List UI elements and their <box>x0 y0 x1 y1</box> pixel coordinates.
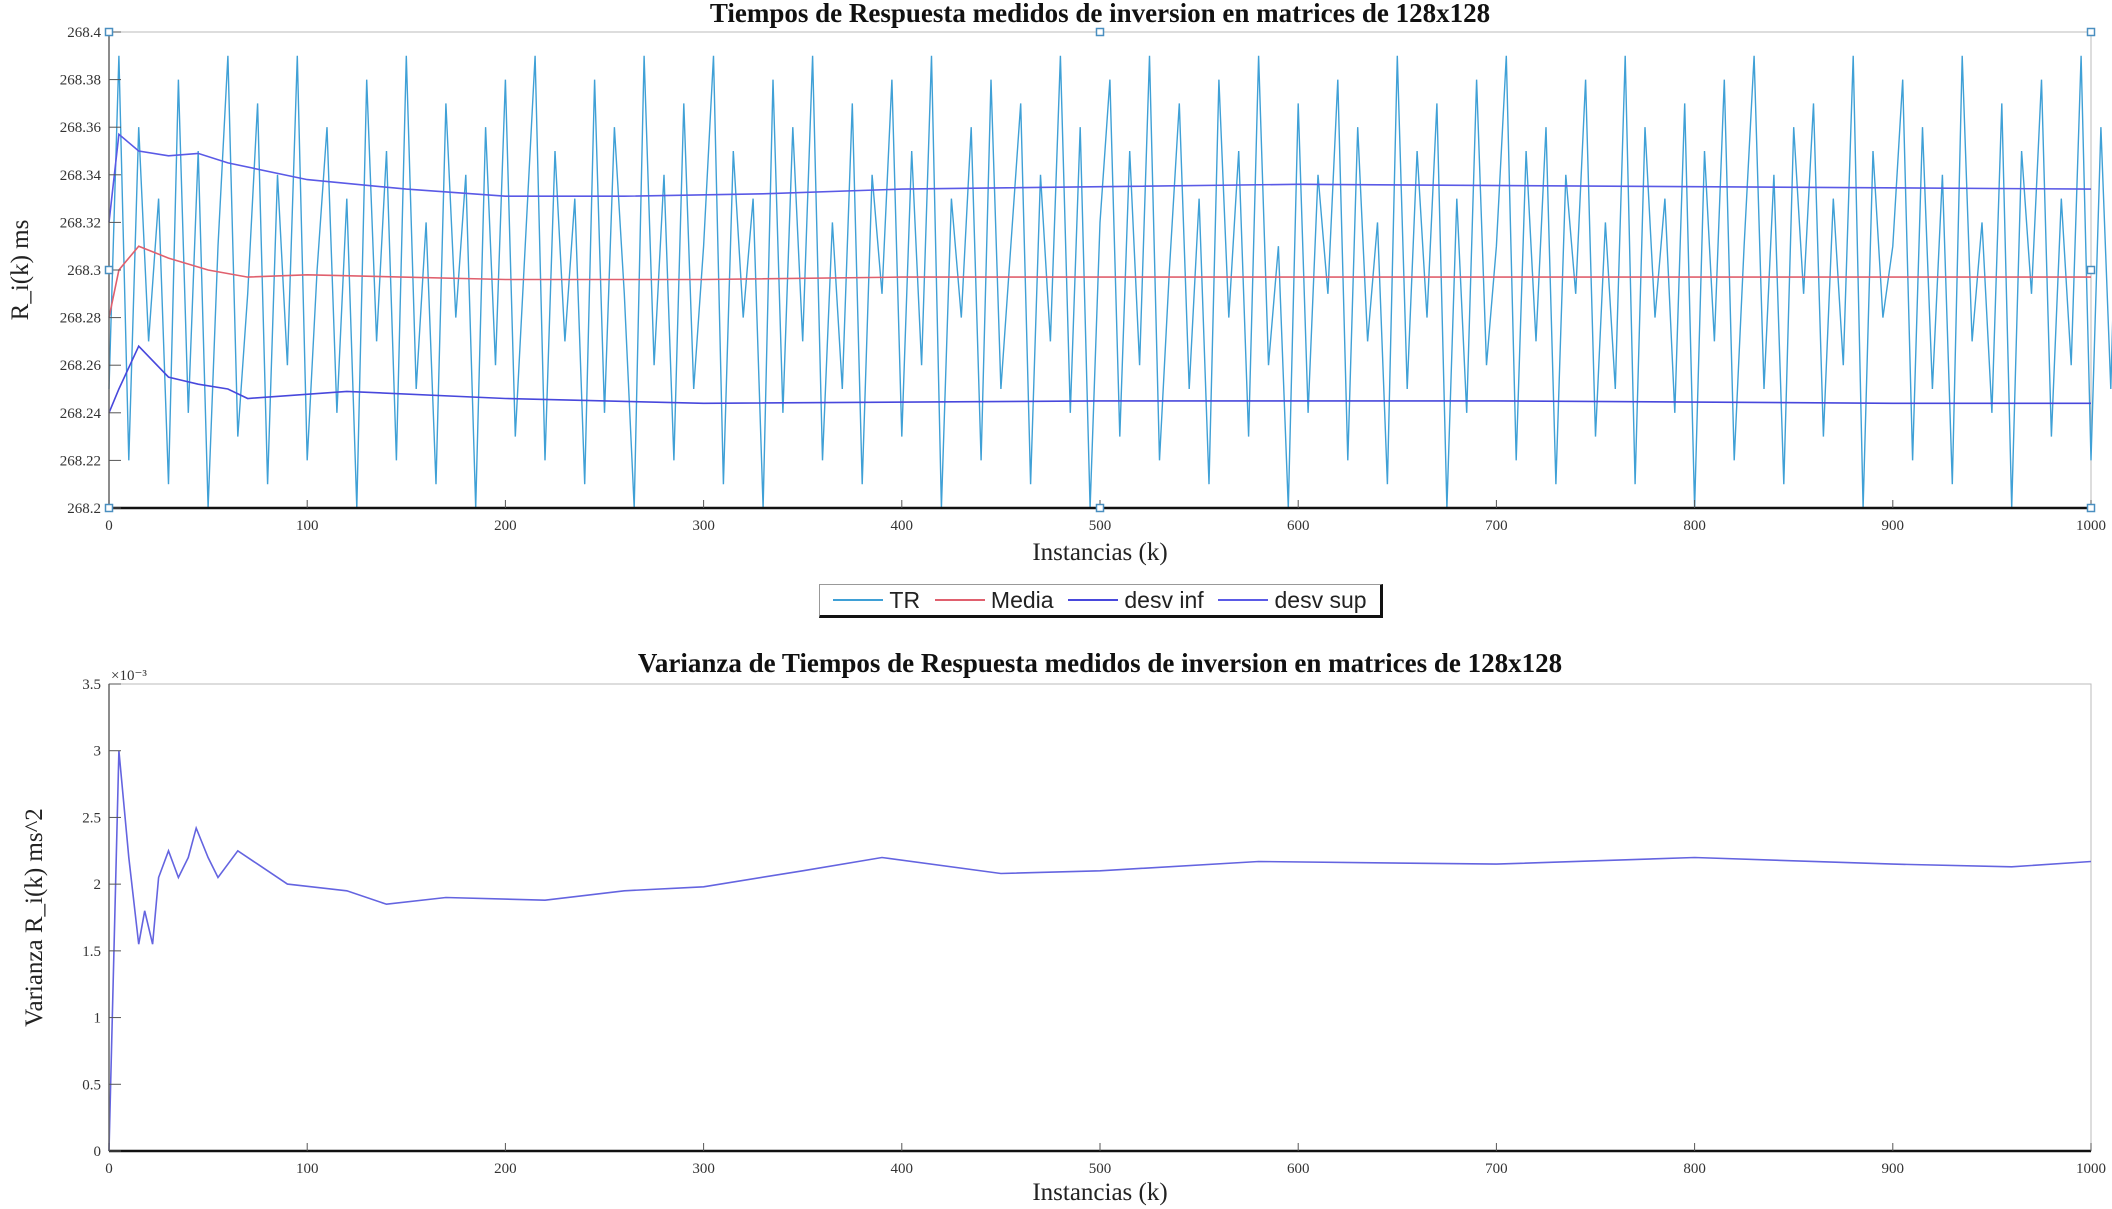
x-tick-label: 400 <box>891 1161 914 1177</box>
legend-label: TR <box>889 586 921 613</box>
x-axis-label: Instancias (k) <box>1032 539 1167 566</box>
legend-item: TR <box>833 587 920 614</box>
series-varianza <box>108 750 2092 1152</box>
y-tick-label: 268.3 <box>67 263 101 279</box>
y-axis-label: Varianza R_i(k) ms^2 <box>21 808 48 1027</box>
x-tick-label: 500 <box>1089 518 1112 534</box>
y-tick-label: 2 <box>94 877 102 893</box>
y-tick-label: 2.5 <box>82 810 101 826</box>
legend-swatch <box>934 599 985 601</box>
legend: TR Media desv inf desv sup <box>819 584 1383 618</box>
legend-label: Media <box>990 586 1054 613</box>
y-tick-label: 268.4 <box>67 25 101 41</box>
y-axis-label: R_i(k) ms <box>7 220 34 321</box>
plot-area <box>108 31 2092 509</box>
selection-handle <box>104 265 114 275</box>
x-axis-label: Instancias (k) <box>1032 1179 1167 1206</box>
legend-label: desv inf <box>1124 586 1204 613</box>
x-tick-label: 900 <box>1882 1161 1905 1177</box>
y-tick-label: 0.5 <box>82 1077 101 1093</box>
y-tick-label: 268.26 <box>60 358 102 374</box>
y-tick-label: 268.38 <box>60 73 101 89</box>
x-tick-label: 1000 <box>2076 518 2106 534</box>
chart-1: 0 100 200 300 400 500 600 700 800 900 1000 268.2 268… <box>7 0 2112 566</box>
chart-2: 0 100 200 300 400 500 600 700 800 900 1000 0 0.5 1 1.5… <box>21 648 2106 1206</box>
y-tick-label: 3 <box>94 744 102 760</box>
y-tick-label: 268.28 <box>60 311 101 327</box>
selection-handle <box>2086 503 2096 513</box>
selection-handle <box>104 27 114 37</box>
selection-handle <box>1095 503 1105 513</box>
y-tick-label: 268.24 <box>60 406 102 422</box>
selection-handle <box>104 503 114 513</box>
y-tick-label: 1.5 <box>82 944 101 960</box>
x-tick-label: 100 <box>296 518 319 534</box>
selection-handle <box>1095 27 1105 37</box>
x-tick-label: 0 <box>105 518 113 534</box>
x-tick-label: 600 <box>1287 518 1310 534</box>
x-tick-label: 800 <box>1683 518 1706 534</box>
series-media <box>108 245 2091 318</box>
series-desv-inf <box>108 344 2091 414</box>
x-tick-label: 700 <box>1485 1161 1508 1177</box>
x-tick-label: 200 <box>494 1161 517 1177</box>
x-tick-label: 800 <box>1683 1161 1706 1177</box>
x-tick-label: 200 <box>494 518 517 534</box>
x-tick-label: 1000 <box>2076 1161 2106 1177</box>
legend-item: desv inf <box>1068 586 1204 614</box>
x-tick-label: 700 <box>1485 518 1508 534</box>
chart-title: Varianza de Tiempos de Respuesta medidos… <box>638 648 1562 678</box>
legend-swatch <box>1068 599 1119 601</box>
y-tick-label: 268.36 <box>60 120 102 136</box>
y-exponent-label: ×10⁻³ <box>111 668 147 684</box>
selection-handle <box>2086 265 2096 275</box>
selection-handle <box>2086 27 2096 37</box>
x-tick-label: 900 <box>1882 518 1905 534</box>
x-tick-label: 400 <box>891 518 914 534</box>
legend-swatch <box>1218 599 1269 601</box>
legend-item: Media <box>934 586 1054 614</box>
x-tick-label: 100 <box>296 1161 319 1177</box>
x-tick-label: 600 <box>1287 1161 1310 1177</box>
legend-item: desv sup <box>1218 586 1367 614</box>
x-tick-label: 0 <box>105 1161 113 1177</box>
y-tick-label: 1 <box>94 1011 102 1027</box>
x-tick-label: 300 <box>692 518 715 534</box>
y-tick-label: 3.5 <box>82 677 101 693</box>
series-desv-sup <box>108 132 2092 223</box>
y-tick-label: 0 <box>94 1144 102 1160</box>
legend-label: desv sup <box>1274 586 1367 613</box>
y-tick-label: 268.34 <box>60 168 102 184</box>
plot-area <box>108 683 2092 1152</box>
x-tick-label: 500 <box>1089 1161 1112 1177</box>
chart-title: Tiempos de Respuesta medidos de inversio… <box>710 0 1490 28</box>
series-tr <box>108 55 2112 509</box>
x-tick-label: 300 <box>692 1161 715 1177</box>
y-tick-label: 268.22 <box>60 453 101 469</box>
y-tick-label: 268.32 <box>60 215 101 231</box>
y-tick-label: 268.2 <box>67 501 101 517</box>
legend-swatch <box>833 599 884 601</box>
